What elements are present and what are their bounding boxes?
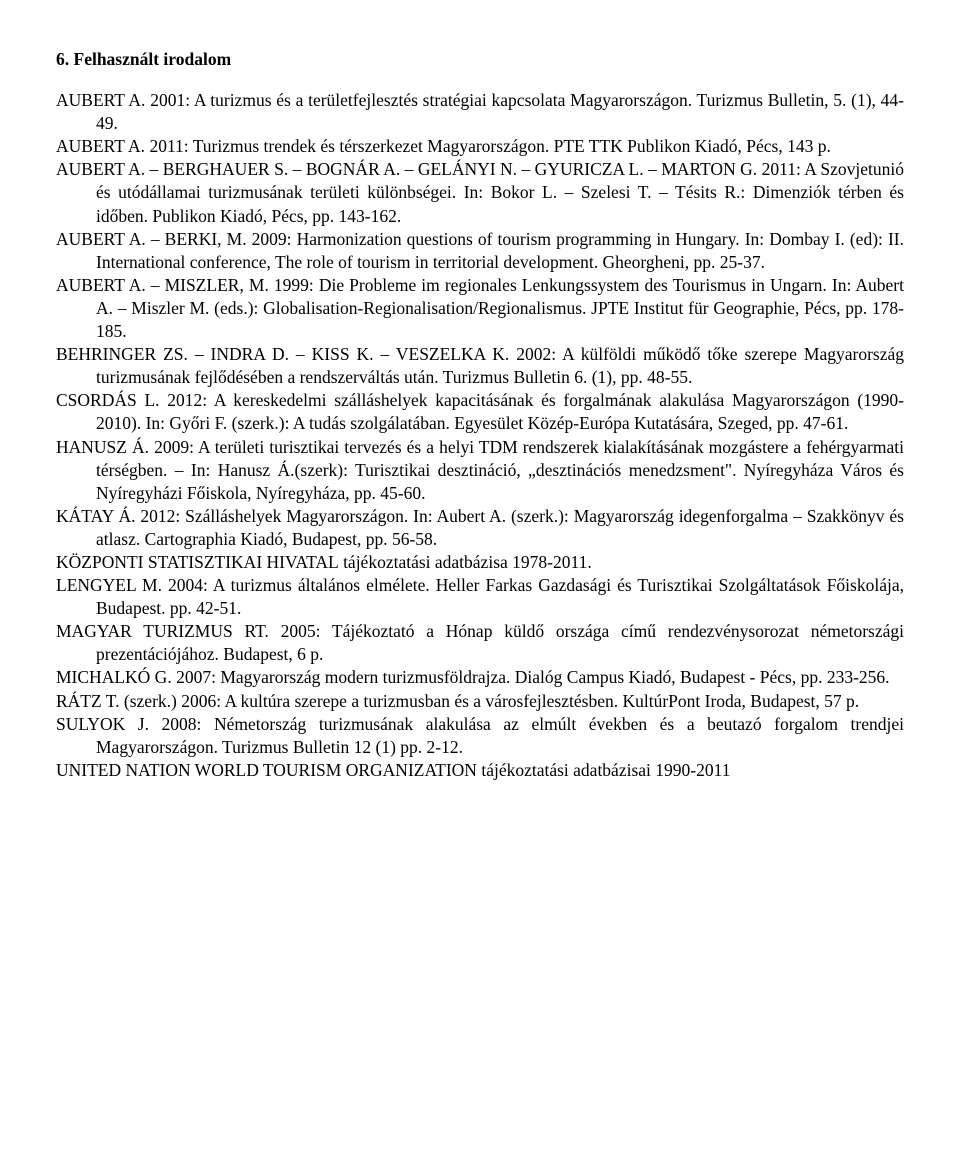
bib-entry: LENGYEL M. 2004: A turizmus általános el…: [56, 574, 904, 620]
bib-author: AUBERT A.: [56, 90, 145, 110]
bib-author: AUBERT A. – BERGHAUER S. – BOGNÁR A. – G…: [56, 159, 757, 179]
bib-entry: BEHRINGER ZS. – INDRA D. – KISS K. – VES…: [56, 343, 904, 389]
bib-entry: MICHALKÓ G. 2007: Magyarország modern tu…: [56, 666, 904, 689]
bib-text: 2009: A területi turisztikai tervezés és…: [96, 437, 904, 503]
bib-entry: MAGYAR TURIZMUS RT. 2005: Tájékoztató a …: [56, 620, 904, 666]
bib-text: tájékoztatási adatbázisa 1978-2011.: [339, 552, 592, 572]
bib-entry: AUBERT A. – MISZLER, M. 1999: Die Proble…: [56, 274, 904, 343]
bib-text: 2012: A kereskedelmi szálláshelyek kapac…: [96, 390, 904, 433]
bib-author: LENGYEL M.: [56, 575, 162, 595]
section-title: 6. Felhasznált irodalom: [56, 48, 904, 71]
bib-author: KÖZPONTI STATISZTIKAI HIVATAL: [56, 552, 339, 572]
bib-entry: AUBERT A. 2011: Turizmus trendek és térs…: [56, 135, 904, 158]
bib-entry: RÁTZ T. (szerk.) 2006: A kultúra szerepe…: [56, 690, 904, 713]
bib-entry: KÁTAY Á. 2012: Szálláshelyek Magyarorszá…: [56, 505, 904, 551]
bib-author: MAGYAR TURIZMUS RT.: [56, 621, 269, 641]
bib-author: SULYOK J.: [56, 714, 149, 734]
bib-author: AUBERT A. – MISZLER, M.: [56, 275, 269, 295]
bib-entry: HANUSZ Á. 2009: A területi turisztikai t…: [56, 436, 904, 505]
bib-author: KÁTAY Á.: [56, 506, 136, 526]
bib-entry: UNITED NATION WORLD TOURISM ORGANIZATION…: [56, 759, 904, 782]
bib-author: BEHRINGER ZS. – INDRA D. – KISS K. – VES…: [56, 344, 509, 364]
bib-text: 2001: A turizmus és a területfejlesztés …: [96, 90, 904, 133]
bib-author: CSORDÁS L.: [56, 390, 160, 410]
bib-entry: AUBERT A. 2001: A turizmus és a területf…: [56, 89, 904, 135]
bib-entry: AUBERT A. – BERKI, M. 2009: Harmonizatio…: [56, 228, 904, 274]
bib-text: 2011: Turizmus trendek és térszerkezet M…: [145, 136, 831, 156]
bib-author: MICHALKÓ G.: [56, 667, 172, 687]
bibliography-list: AUBERT A. 2001: A turizmus és a területf…: [56, 89, 904, 782]
bib-author: RÁTZ T.: [56, 691, 120, 711]
bib-text: 2012: Szálláshelyek Magyarországon. In: …: [96, 506, 904, 549]
bib-author: AUBERT A.: [56, 136, 145, 156]
bib-text: 2004: A turizmus általános elmélete. Hel…: [96, 575, 904, 618]
bib-entry: CSORDÁS L. 2012: A kereskedelmi szállásh…: [56, 389, 904, 435]
bib-text: 2008: Németország turizmusának alakulása…: [96, 714, 904, 757]
bib-text: tájékoztatási adatbázisai 1990-2011: [477, 760, 731, 780]
bib-author: UNITED NATION WORLD TOURISM ORGANIZATION: [56, 760, 477, 780]
bib-author: HANUSZ Á.: [56, 437, 149, 457]
bib-entry: AUBERT A. – BERGHAUER S. – BOGNÁR A. – G…: [56, 158, 904, 227]
bib-author: AUBERT A. – BERKI, M.: [56, 229, 247, 249]
bib-text: (szerk.) 2006: A kultúra szerepe a turiz…: [120, 691, 860, 711]
bib-text: 2007: Magyarország modern turizmusföldra…: [172, 667, 890, 687]
bib-entry: KÖZPONTI STATISZTIKAI HIVATAL tájékoztat…: [56, 551, 904, 574]
bib-entry: SULYOK J. 2008: Németország turizmusának…: [56, 713, 904, 759]
